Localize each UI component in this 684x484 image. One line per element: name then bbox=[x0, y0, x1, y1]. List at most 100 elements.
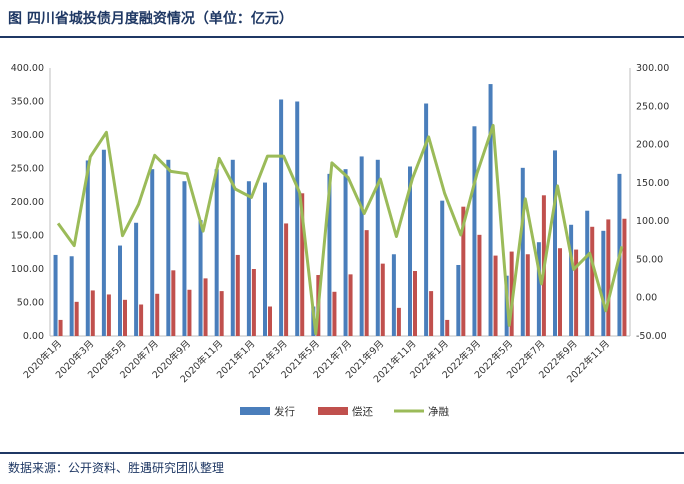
bar-issuance bbox=[520, 167, 525, 336]
bar-issuance bbox=[198, 220, 203, 336]
legend-label: 净融 bbox=[428, 405, 449, 418]
net-financing-polyline bbox=[56, 123, 624, 336]
bar-repayment bbox=[332, 291, 337, 336]
y-right-tick-label: 300.00 bbox=[636, 63, 669, 74]
bar-issuance bbox=[118, 245, 122, 336]
bar-issuance bbox=[569, 224, 574, 336]
chart-svg: 0.00 50.00 100.00 150.00 200.00 250.00 300.00 3… bbox=[11, 63, 670, 418]
bar-repayment bbox=[622, 218, 627, 336]
bar-issuance bbox=[327, 173, 332, 336]
bar-issuance bbox=[408, 166, 412, 336]
bar-issuance bbox=[53, 254, 58, 336]
y-left-tick-label: 400.00 bbox=[11, 63, 44, 74]
bar-repayment bbox=[106, 294, 111, 336]
legend: 发行 偿还 净融 bbox=[240, 405, 449, 418]
axes: 0.00 50.00 100.00 150.00 200.00 250.00 300.00 3… bbox=[11, 63, 670, 385]
y-right-tick-label: 0.00 bbox=[636, 293, 657, 304]
data-source-note: 数据来源：公开资料、胜遇研究团队整理 bbox=[8, 461, 225, 475]
bar-repayment bbox=[58, 319, 63, 336]
bar-repayment bbox=[74, 301, 79, 336]
bar-repayment bbox=[413, 271, 417, 336]
bar-repayment bbox=[493, 255, 498, 336]
legend-label: 发行 bbox=[274, 405, 295, 418]
bar-issuance bbox=[295, 101, 300, 336]
y-left-tick-label: 250.00 bbox=[11, 164, 44, 175]
bar-repayment bbox=[461, 206, 466, 336]
bar-issuance bbox=[263, 182, 267, 336]
bar-repayment bbox=[380, 263, 385, 336]
bar-repayment bbox=[235, 254, 240, 336]
bar-issuance bbox=[585, 210, 590, 336]
bars bbox=[53, 84, 627, 337]
figure-title: 图 四川省城投债月度融资情况（单位：亿元） bbox=[8, 11, 293, 27]
bar-repayment bbox=[139, 304, 144, 336]
bar-repayment bbox=[284, 223, 289, 336]
y-right-tick-label: 100.00 bbox=[636, 216, 669, 227]
bar-issuance bbox=[279, 99, 284, 337]
y-left-tick-label: 100.00 bbox=[11, 264, 44, 275]
bar-repayment bbox=[590, 226, 595, 336]
y-left-tick-label: 50.00 bbox=[17, 298, 44, 309]
y-left-tick-label: 350.00 bbox=[11, 97, 44, 108]
bar-issuance bbox=[601, 230, 606, 336]
bar-repayment bbox=[477, 234, 482, 336]
bar-issuance bbox=[456, 264, 461, 336]
legend-label: 偿还 bbox=[352, 405, 373, 418]
bar-repayment bbox=[187, 289, 192, 336]
bar-repayment bbox=[445, 319, 450, 336]
bar-repayment bbox=[348, 274, 353, 336]
bar-issuance bbox=[166, 159, 171, 336]
bar-issuance bbox=[214, 169, 219, 336]
bar-repayment bbox=[509, 251, 514, 336]
legend-swatch bbox=[240, 407, 270, 415]
bar-issuance bbox=[391, 254, 396, 336]
bar-issuance bbox=[375, 159, 380, 336]
bar-repayment bbox=[171, 270, 176, 336]
bar-issuance bbox=[150, 169, 155, 336]
bar-repayment bbox=[606, 219, 611, 336]
bar-repayment bbox=[429, 291, 434, 336]
bar-issuance bbox=[182, 181, 187, 336]
bar-issuance bbox=[101, 149, 106, 336]
y-right-tick-label: 50.00 bbox=[636, 254, 663, 265]
bar-repayment bbox=[251, 269, 256, 336]
y-right-tick-label: 250.00 bbox=[636, 101, 669, 112]
bar-issuance bbox=[440, 200, 445, 336]
title-rule bbox=[0, 36, 684, 38]
y-right-tick-label: 150.00 bbox=[636, 178, 669, 189]
bar-repayment bbox=[268, 306, 272, 336]
bar-issuance bbox=[343, 169, 348, 336]
bar-issuance bbox=[134, 222, 139, 336]
bar-repayment bbox=[396, 307, 401, 336]
source-rule bbox=[0, 452, 684, 454]
bar-issuance bbox=[536, 242, 541, 336]
y-left-tick-label: 150.00 bbox=[11, 231, 44, 242]
bar-repayment bbox=[574, 249, 579, 336]
bar-issuance bbox=[553, 150, 557, 336]
bar-repayment bbox=[525, 254, 530, 336]
y-left-tick-label: 0.00 bbox=[23, 331, 44, 342]
bar-issuance bbox=[488, 84, 493, 336]
bar-repayment bbox=[300, 193, 305, 336]
bar-issuance bbox=[472, 126, 477, 336]
bar-issuance bbox=[85, 160, 90, 336]
bar-issuance bbox=[230, 159, 235, 336]
bar-repayment bbox=[203, 278, 208, 336]
net-financing-line bbox=[56, 123, 624, 336]
bar-repayment bbox=[123, 299, 127, 336]
bar-issuance bbox=[424, 103, 429, 336]
y-right-tick-label: -50.00 bbox=[636, 331, 667, 342]
bar-issuance bbox=[359, 156, 364, 336]
bar-issuance bbox=[246, 181, 251, 336]
bar-repayment bbox=[558, 248, 562, 336]
bar-repayment bbox=[364, 230, 369, 336]
bar-repayment bbox=[90, 290, 95, 336]
bar-issuance bbox=[69, 256, 74, 336]
y-left-tick-label: 300.00 bbox=[11, 130, 44, 141]
y-right-tick-label: 200.00 bbox=[636, 140, 669, 151]
y-left-tick-label: 200.00 bbox=[11, 197, 44, 208]
bar-repayment bbox=[219, 291, 224, 336]
bar-repayment bbox=[155, 293, 160, 336]
legend-swatch bbox=[318, 407, 348, 415]
